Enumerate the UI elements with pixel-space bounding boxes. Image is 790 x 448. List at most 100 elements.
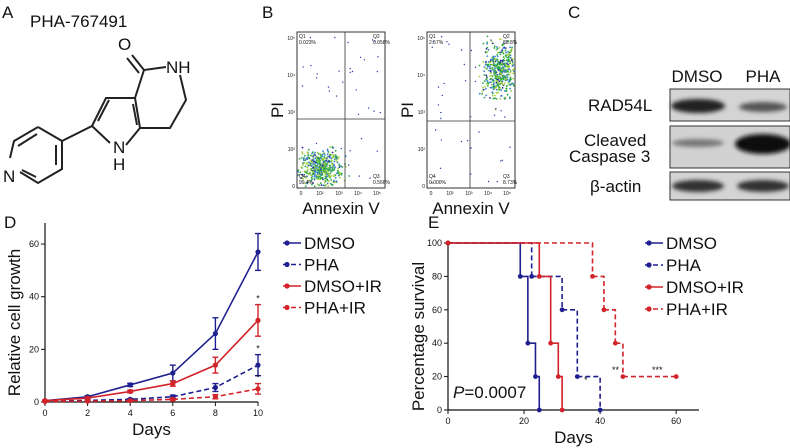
cell-event [478, 92, 481, 95]
cell-event [311, 175, 314, 178]
cell-event [486, 35, 489, 38]
cell-event [331, 146, 334, 148]
cell-event [327, 185, 330, 188]
data-point [127, 382, 133, 388]
cell-event [347, 41, 349, 44]
cell-event [501, 59, 504, 62]
cell-event [495, 91, 498, 94]
cell-event [324, 172, 327, 175]
cell-event [511, 82, 514, 85]
cell-event [511, 65, 514, 67]
structure-bonds [9, 54, 188, 185]
cell-event [306, 170, 308, 173]
cell-event [499, 63, 502, 66]
cell-event [327, 168, 330, 171]
cell-event [431, 181, 433, 184]
survival-step [448, 242, 594, 277]
cell-event [306, 168, 309, 171]
cell-event [369, 177, 371, 179]
cell-event [494, 94, 496, 97]
cell-event [440, 117, 442, 120]
cell-event [334, 36, 336, 39]
cell-event [331, 184, 334, 186]
cell-event [498, 51, 501, 54]
cell-event [312, 155, 315, 157]
data-point [559, 307, 565, 313]
cell-event [485, 88, 487, 90]
cell-event [511, 46, 513, 49]
cell-event [504, 54, 507, 57]
cell-event [496, 54, 499, 56]
survival-step [531, 275, 563, 310]
cell-event [298, 173, 301, 176]
cell-event [310, 176, 313, 179]
cell-event [494, 85, 496, 88]
blot-strips [669, 88, 790, 201]
cell-event [320, 177, 322, 180]
cell-event [334, 176, 337, 179]
legend-label: DMSO+IR [666, 278, 744, 297]
cell-event [490, 40, 493, 43]
cell-event [502, 52, 505, 55]
column-label: PHA [746, 67, 782, 86]
cell-event [321, 176, 324, 179]
cell-event [478, 131, 480, 133]
cell-event [485, 83, 488, 85]
survival-step [539, 275, 552, 344]
cell-event [482, 82, 484, 84]
cell-event [334, 149, 337, 152]
cell-event [496, 46, 498, 48]
cell-event [307, 152, 309, 155]
x-tick-label: 10 [253, 408, 263, 418]
cell-event [345, 165, 347, 168]
cell-event [503, 65, 506, 68]
data-point [170, 380, 176, 387]
cell-event [506, 78, 509, 81]
cell-event [460, 140, 463, 143]
cell-event [505, 74, 508, 77]
cell-event [348, 175, 351, 177]
cell-event [505, 51, 507, 54]
cell-event [371, 39, 374, 41]
cell-event [306, 162, 309, 165]
cell-event [492, 68, 494, 71]
cell-event [337, 156, 340, 159]
cell-event [327, 86, 330, 88]
quadrant-percent: 0.058% [373, 40, 391, 46]
cell-event [318, 161, 321, 163]
cell-event [503, 63, 505, 65]
cell-event [470, 49, 473, 52]
cell-event [507, 68, 510, 71]
cell-event [299, 171, 302, 174]
cell-event [316, 156, 319, 159]
cell-event [324, 157, 326, 160]
panel-label: E [428, 213, 439, 232]
cell-event [314, 179, 316, 181]
cell-event [501, 66, 504, 69]
cell-event [339, 173, 342, 176]
cell-event [323, 167, 326, 169]
cell-event [493, 73, 496, 76]
data-point [127, 388, 133, 395]
cell-event [499, 68, 502, 71]
cell-event [308, 148, 310, 151]
quadrant-name: Q4 [429, 174, 436, 180]
x-tick-label: 0 [42, 408, 47, 418]
cell-event [327, 180, 330, 183]
cell-event [324, 174, 327, 176]
x-tick-label: 4 [128, 408, 133, 418]
cell-event [306, 166, 308, 169]
cell-event [488, 69, 490, 72]
cell-event [337, 170, 340, 173]
cell-event [311, 178, 313, 181]
cell-event [327, 160, 330, 163]
cell-event [310, 165, 313, 168]
cell-event [509, 146, 511, 148]
cell-event [318, 158, 321, 161]
cell-event [303, 157, 305, 159]
data-point [548, 340, 554, 346]
quadrant-name: Q4 [299, 174, 306, 180]
p-number: =0.0007 [464, 383, 526, 402]
flow-x-label: Annexin V [302, 199, 380, 218]
cell-event [500, 70, 503, 73]
